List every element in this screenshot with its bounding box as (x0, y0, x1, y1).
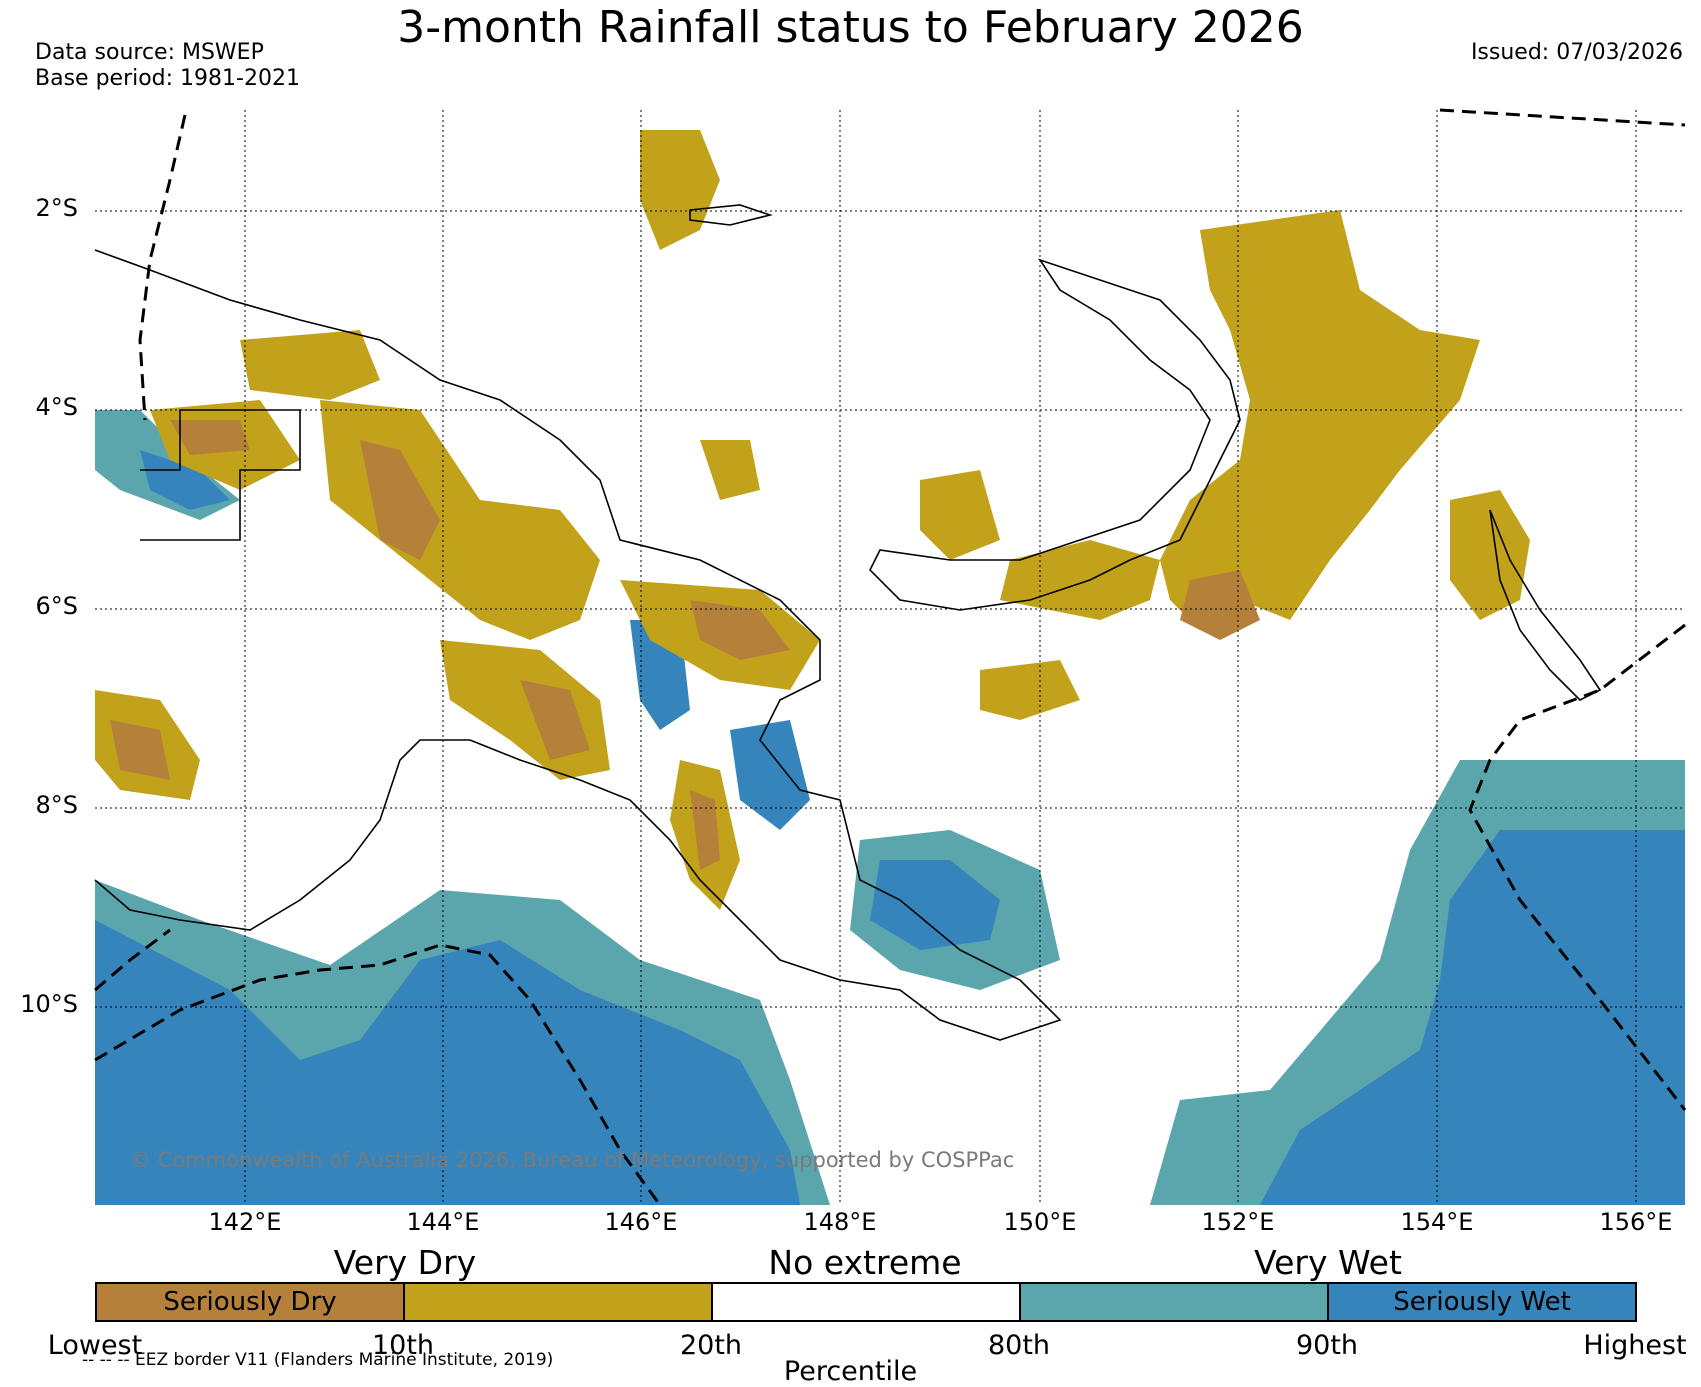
data-source: Data source: MSWEP (35, 40, 264, 65)
percentile-axis-label: Percentile (783, 1356, 918, 1387)
legend-tick-highest: Highest (1583, 1330, 1687, 1361)
seriously-dry-region-southern (520, 680, 590, 760)
legend-tick-90th: 90th (1295, 1330, 1359, 1361)
dry-region-new-ireland (1160, 210, 1480, 630)
base-period: Base period: 1981-2021 (35, 66, 300, 91)
dry-region-new-britain (1000, 540, 1160, 620)
dry-region-highlands (320, 400, 600, 640)
legend-seriously-dry: Seriously Dry (95, 1282, 405, 1322)
seriously-wet-region-west (140, 450, 230, 510)
issued-date: Issued: 07/03/2026 (1470, 40, 1683, 65)
lat-label-8s: 8°S (35, 791, 78, 819)
legend-tick-80th: 80th (987, 1330, 1051, 1361)
legend-tick-10th: 10th (371, 1330, 435, 1361)
copyright-notice: © Commonwealth of Australia 2026, Bureau… (130, 1148, 1015, 1172)
lon-label-144e: 144°E (406, 1208, 480, 1236)
legend-very-dry (403, 1282, 713, 1322)
lat-label-6s: 6°S (35, 592, 78, 620)
eez-note: -- -- -- EEZ border V11 (Flanders Marine… (82, 1350, 554, 1370)
legend-category-none: No extreme (768, 1243, 962, 1282)
seriously-dry-region-east (1180, 570, 1260, 640)
seriously-wet-region-milne (870, 860, 1000, 950)
lon-label-150e: 150°E (1003, 1208, 1077, 1236)
lon-label-154e: 154°E (1400, 1208, 1474, 1236)
legend-category-wet: Very Wet (1254, 1243, 1402, 1282)
seriously-dry-region-morobe (690, 600, 790, 660)
wet-region-gulf (730, 720, 810, 830)
lon-label-152e: 152°E (1201, 1208, 1275, 1236)
legend-tick-lowest: Lowest (47, 1330, 143, 1361)
seriously-dry-region-highlands (360, 440, 440, 560)
lat-label-2s: 2°S (35, 194, 78, 222)
legend-no-extreme (711, 1282, 1021, 1322)
legend-category-dry: Very Dry (333, 1243, 477, 1282)
lon-label-146e: 146°E (604, 1208, 678, 1236)
lon-label-142e: 142°E (208, 1208, 282, 1236)
dry-region-madang (700, 440, 760, 500)
legend-tick-20th: 20th (679, 1330, 743, 1361)
dry-region-southern (440, 640, 610, 780)
lon-label-148e: 148°E (803, 1208, 877, 1236)
legend-very-wet (1019, 1282, 1329, 1322)
graticule (95, 110, 1685, 1205)
map-title: 3-month Rainfall status to February 2026 (397, 2, 1304, 53)
legend-seriously-wet: Seriously Wet (1327, 1282, 1637, 1322)
dry-region-solomon-sea (980, 660, 1080, 720)
lon-label-156e: 156°E (1599, 1208, 1673, 1236)
source-info: Data source: MSWEP Base period: 1981-202… (35, 40, 300, 92)
seriously-wet-region-south (95, 920, 800, 1205)
seriously-wet-region-east (1260, 830, 1685, 1205)
dry-region-sepik (240, 330, 380, 400)
seriously-dry-region-west (110, 720, 170, 780)
eez-border (94, 108, 1687, 1206)
dry-region-manus (640, 130, 720, 250)
dry-region-west-new-britain (920, 470, 1000, 560)
seriously-dry-region-oro (690, 790, 720, 870)
seriously-dry-region-nw-coast (170, 420, 250, 455)
lat-label-4s: 4°S (35, 393, 78, 421)
dry-region-bougainville (1450, 490, 1530, 620)
lat-label-10s: 10°S (20, 990, 78, 1018)
